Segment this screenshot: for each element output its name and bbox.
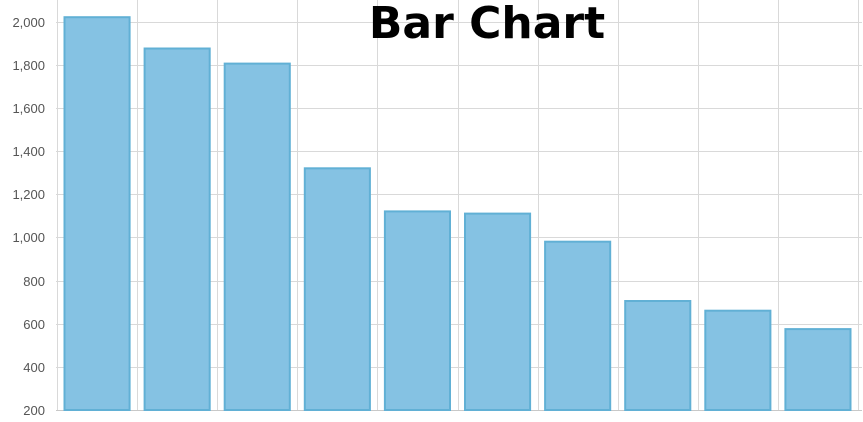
y-tick-label: 1,400 (12, 144, 45, 159)
bars (63, 16, 852, 412)
bar[interactable] (303, 167, 371, 411)
bar[interactable] (223, 62, 291, 411)
y-tick-label: 800 (23, 274, 45, 289)
y-tick-label: 1,000 (12, 230, 45, 245)
y-axis-tick-labels: 200 400 600 800 1,000 1,200 1,400 1,600 1,800 2,0… (12, 15, 45, 418)
y-tick-label: 400 (23, 360, 45, 375)
bar[interactable] (383, 210, 451, 411)
bar[interactable] (143, 47, 211, 411)
y-tick-label: 1,800 (12, 58, 45, 73)
bar[interactable] (63, 16, 131, 411)
bar[interactable] (544, 240, 612, 411)
y-tick-label: 2,000 (12, 15, 45, 30)
bar[interactable] (784, 328, 852, 412)
y-tick-label: 200 (23, 403, 45, 418)
chart-title: Bar Chart (369, 0, 605, 49)
y-tick-label: 1,600 (12, 101, 45, 116)
y-tick-label: 600 (23, 317, 45, 332)
bar[interactable] (704, 309, 772, 412)
bar[interactable] (464, 212, 532, 411)
bar[interactable] (624, 300, 692, 411)
y-tick-label: 1,200 (12, 187, 45, 202)
